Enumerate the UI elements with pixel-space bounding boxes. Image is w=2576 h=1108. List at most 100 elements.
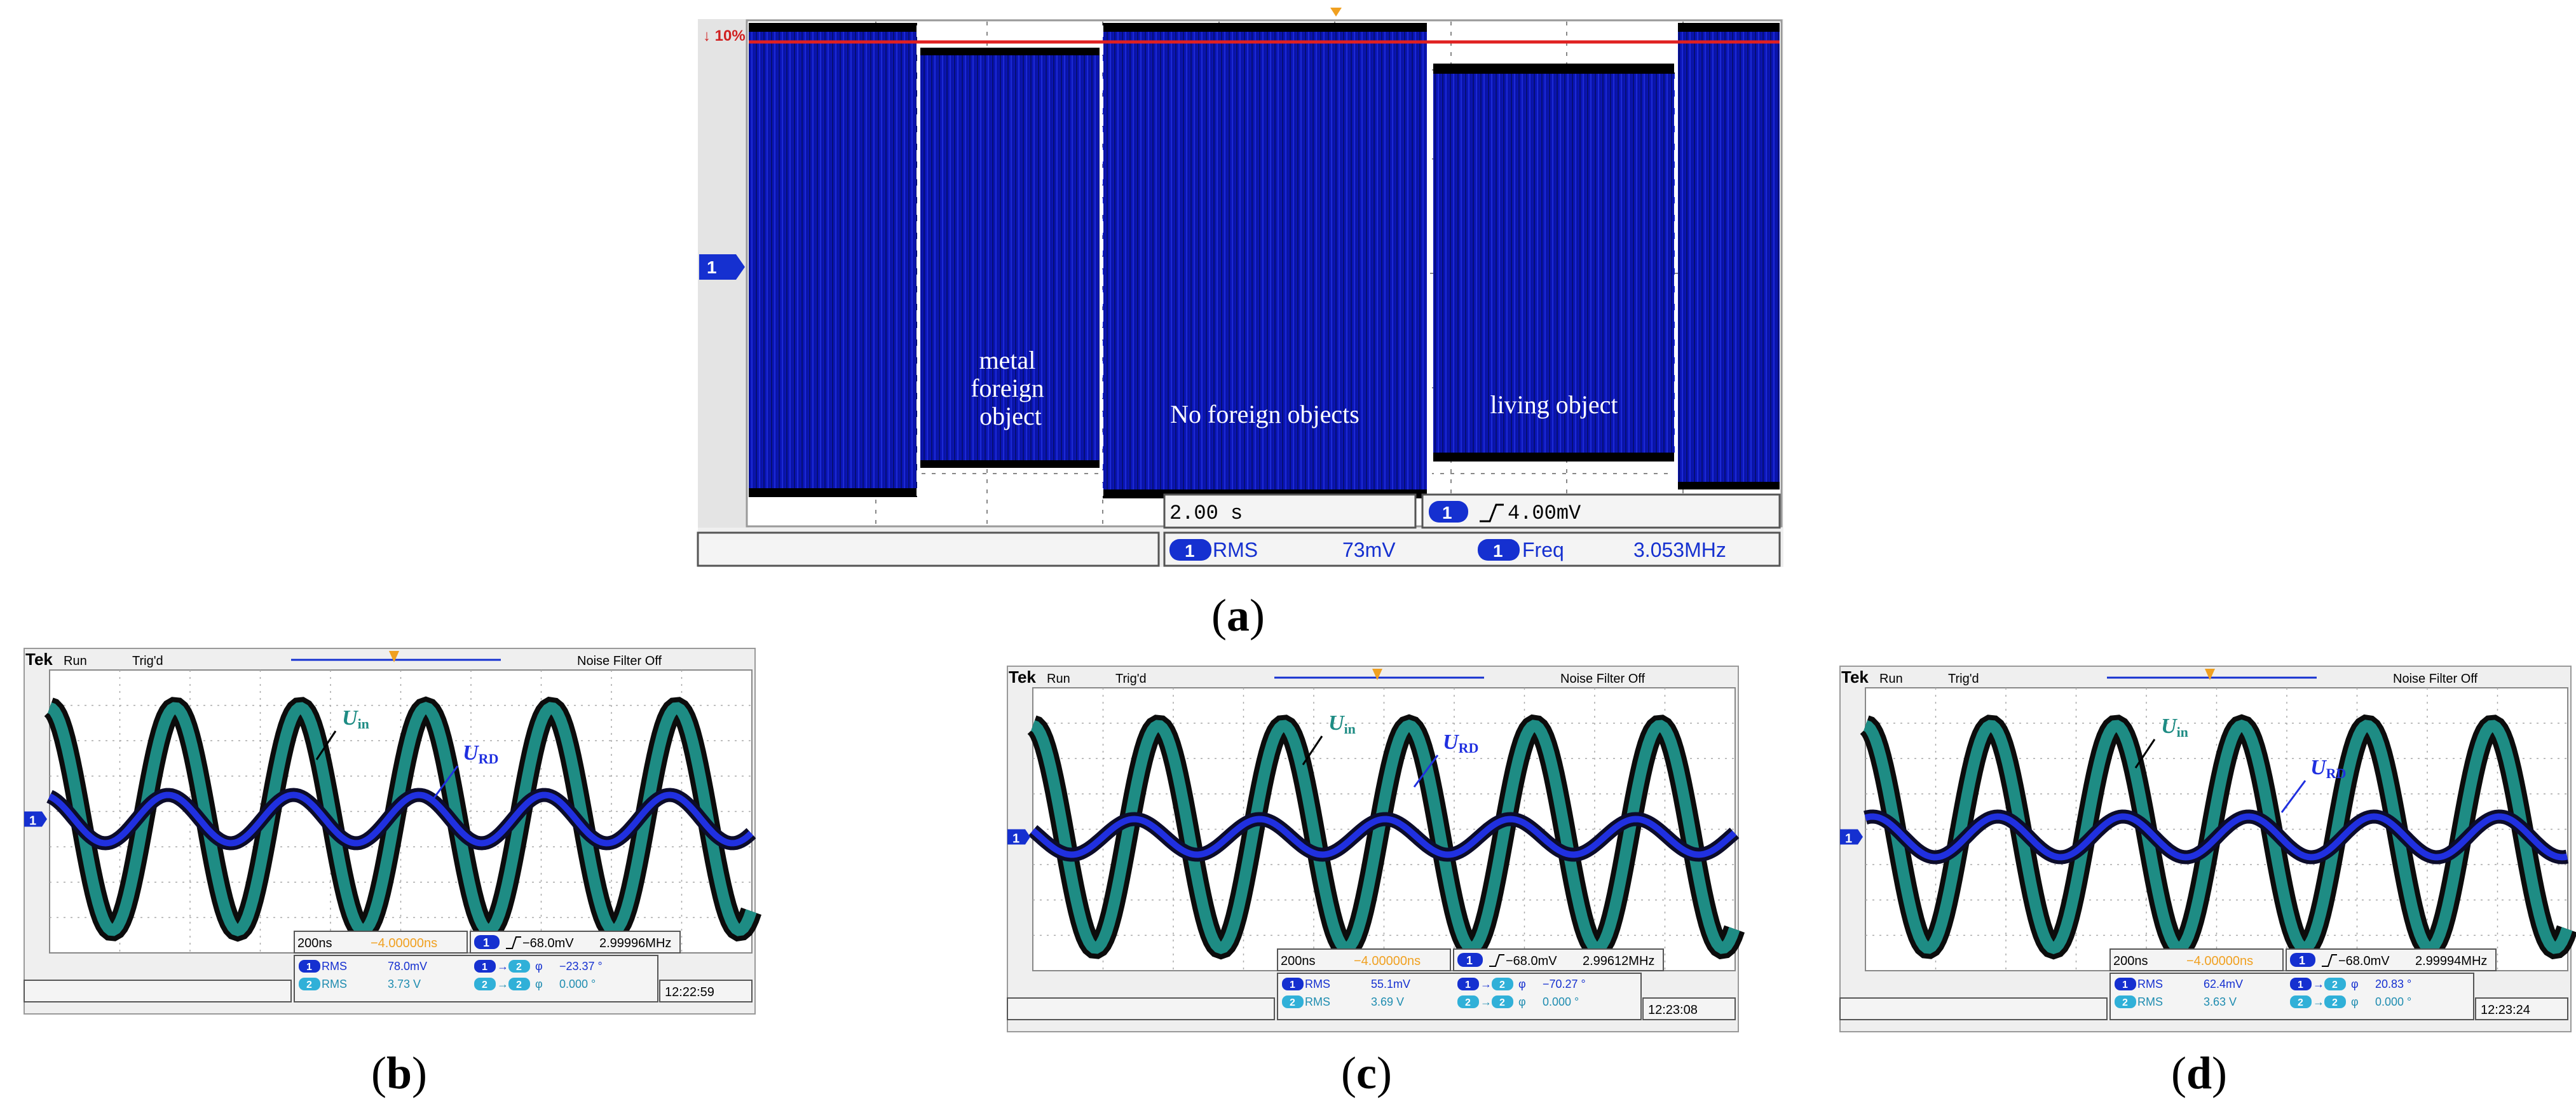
trigger-channel-badge <box>474 935 500 949</box>
measure-1-name: RMS <box>1213 538 1258 561</box>
segment-no-object-1 <box>749 25 917 496</box>
channel-badge-number: 2 <box>2332 980 2338 990</box>
brand-label: Tek <box>1009 667 1036 687</box>
timebase: 200ns <box>2113 954 2148 968</box>
empty-status-box <box>24 980 292 1002</box>
channel-badge <box>508 978 530 990</box>
scope-a-separators <box>917 25 1678 496</box>
clock-time: 12:23:08 <box>1648 1003 1698 1017</box>
measure-1-value: 73mV <box>1342 538 1396 561</box>
trigger-channel: 1 <box>483 936 489 949</box>
urd-arrow <box>433 765 459 798</box>
channel-badge-number: 2 <box>482 980 487 990</box>
uin-waveform <box>1031 719 1740 955</box>
run-status: Run <box>1047 672 1070 686</box>
timebase-box <box>1277 948 1451 971</box>
urd-waveform <box>1030 816 1737 858</box>
channel-badge <box>1457 978 1479 990</box>
rising-edge-icon <box>1489 954 1504 967</box>
timebase-box <box>1163 493 1417 529</box>
brand-label: Tek <box>25 650 53 669</box>
phase-arrow-1: → <box>497 960 508 973</box>
trigger-box <box>470 931 681 954</box>
channel-badge-number: 2 <box>1465 997 1471 1008</box>
phase-1-value: 20.83 ° <box>2375 978 2411 990</box>
channel-badge <box>474 960 496 973</box>
frequency: 2.99612MHz <box>1583 954 1654 968</box>
measurement-box <box>1163 531 1781 567</box>
ch1-rms-label: RMS <box>1305 978 1330 990</box>
scope-a: ↓ 10% 1 metal foreign object No foreign … <box>697 8 1783 641</box>
channel-badge-number: 2 <box>516 980 522 990</box>
ch1-rms-value: 62.4mV <box>2204 978 2243 990</box>
channel-badge <box>1492 995 1513 1008</box>
channel-badge <box>508 960 530 973</box>
phase-1-value: −70.27 ° <box>1543 978 1586 990</box>
ch1-rms-label: RMS <box>2137 978 2163 990</box>
ch2-rms-value: 3.69 V <box>1371 995 1404 1008</box>
channel-badge-number: 2 <box>2298 997 2303 1008</box>
phase-2-value: 0.000 ° <box>2375 995 2411 1008</box>
urd-label: URD <box>2310 756 2346 781</box>
measure-2-badge <box>1478 539 1520 561</box>
trigger-level: −68.0mV <box>2338 954 2390 968</box>
trigger-channel: 1 <box>1466 954 1473 967</box>
urd-arrow <box>2280 780 2307 813</box>
uin-label: Uin <box>1328 711 1356 737</box>
phase-1-value: −23.37 ° <box>559 960 603 973</box>
channel-badge-number: 2 <box>1499 980 1505 990</box>
phase-symbol-2: φ <box>535 978 543 990</box>
uin-waveform <box>48 701 757 937</box>
noise-filter-status: Noise Filter Off <box>1560 672 1645 686</box>
channel-1-marker-label: 1 <box>29 814 36 828</box>
trigger-position-icon <box>2205 669 2215 680</box>
channel-badge <box>2324 995 2346 1008</box>
uin-waveform <box>1864 719 2573 955</box>
label-living-object: living object <box>1490 390 1618 419</box>
uin-arrow <box>2134 739 2156 769</box>
channel-badge <box>474 978 496 990</box>
phase-symbol-1: φ <box>1518 978 1526 990</box>
trigger-box <box>1421 493 1781 529</box>
trigger-level-label: ↓ 10% <box>703 27 746 44</box>
channel-badge-number: 2 <box>2122 997 2128 1008</box>
trigger-channel-number: 1 <box>1442 503 1452 523</box>
trigger-value: 4.00mV <box>1508 502 1581 525</box>
phase-arrow-1: → <box>2313 978 2324 990</box>
rising-edge-icon <box>1480 503 1504 523</box>
phase-arrow-2: → <box>1480 995 1492 1008</box>
phase-2-value: 0.000 ° <box>1543 995 1579 1008</box>
channel-badge-number: 1 <box>1465 980 1471 990</box>
trigger-position-icon <box>1330 8 1342 17</box>
noise-filter-status: Noise Filter Off <box>2393 672 2477 686</box>
channel-badge-number: 1 <box>482 962 487 973</box>
caption-d: (d) <box>2171 1048 2227 1098</box>
measure-2-value: 3.053MHz <box>1633 538 1726 561</box>
urd-waveform <box>48 791 754 847</box>
ch2-rms-label: RMS <box>2137 995 2163 1008</box>
scope-c: Tek Run Trig'd Noise Filter Off 1 Uin URD 200ns… <box>1007 666 1745 1032</box>
channel-badge <box>1282 978 1304 990</box>
caption-b: (b) <box>371 1048 427 1098</box>
segment-living <box>1433 70 1675 461</box>
channel-badge-number: 1 <box>2122 980 2128 990</box>
channel-1-marker <box>1007 829 1030 845</box>
channel-badge <box>2115 978 2136 990</box>
channel-badge-number: 2 <box>1499 997 1505 1008</box>
ch2-rms-label: RMS <box>1305 995 1330 1008</box>
urd-waveform <box>1864 813 2568 861</box>
scope-d: Tek Run Trig'd Noise Filter Off 1 Uin URD 200ns… <box>1839 666 2576 1032</box>
phase-arrow-2: → <box>2313 995 2324 1008</box>
trigger-position-icon <box>389 651 399 662</box>
channel-badge <box>2290 978 2312 990</box>
timebase-value: 2.00 s <box>1169 502 1243 525</box>
urd-arrow <box>1413 755 1439 788</box>
measure-2-channel: 1 <box>1493 541 1503 561</box>
clock-time: 12:22:59 <box>665 985 714 999</box>
timebase-box <box>294 931 468 954</box>
brand-label: Tek <box>1841 667 1869 687</box>
clock-box <box>659 980 753 1002</box>
caption-a: (a) <box>1211 590 1265 641</box>
phase-arrow-1: → <box>1480 978 1492 990</box>
